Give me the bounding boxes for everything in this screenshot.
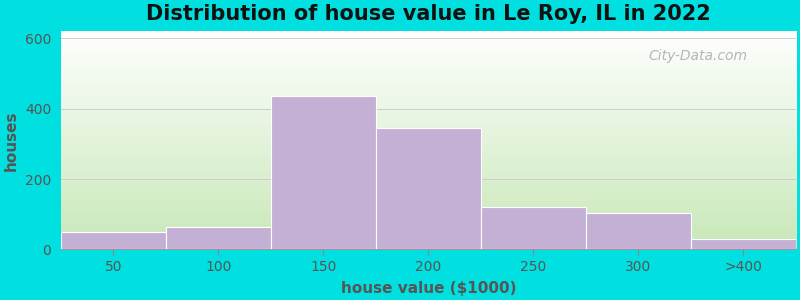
Y-axis label: houses: houses — [4, 110, 19, 171]
Title: Distribution of house value in Le Roy, IL in 2022: Distribution of house value in Le Roy, I… — [146, 4, 710, 24]
Bar — [691, 239, 796, 250]
Bar — [166, 226, 271, 250]
Bar — [61, 232, 166, 250]
Bar — [271, 96, 376, 250]
Text: City-Data.com: City-Data.com — [649, 49, 748, 63]
Bar — [481, 207, 586, 250]
Bar — [586, 212, 691, 250]
Bar — [376, 128, 481, 250]
X-axis label: house value ($1000): house value ($1000) — [341, 281, 516, 296]
